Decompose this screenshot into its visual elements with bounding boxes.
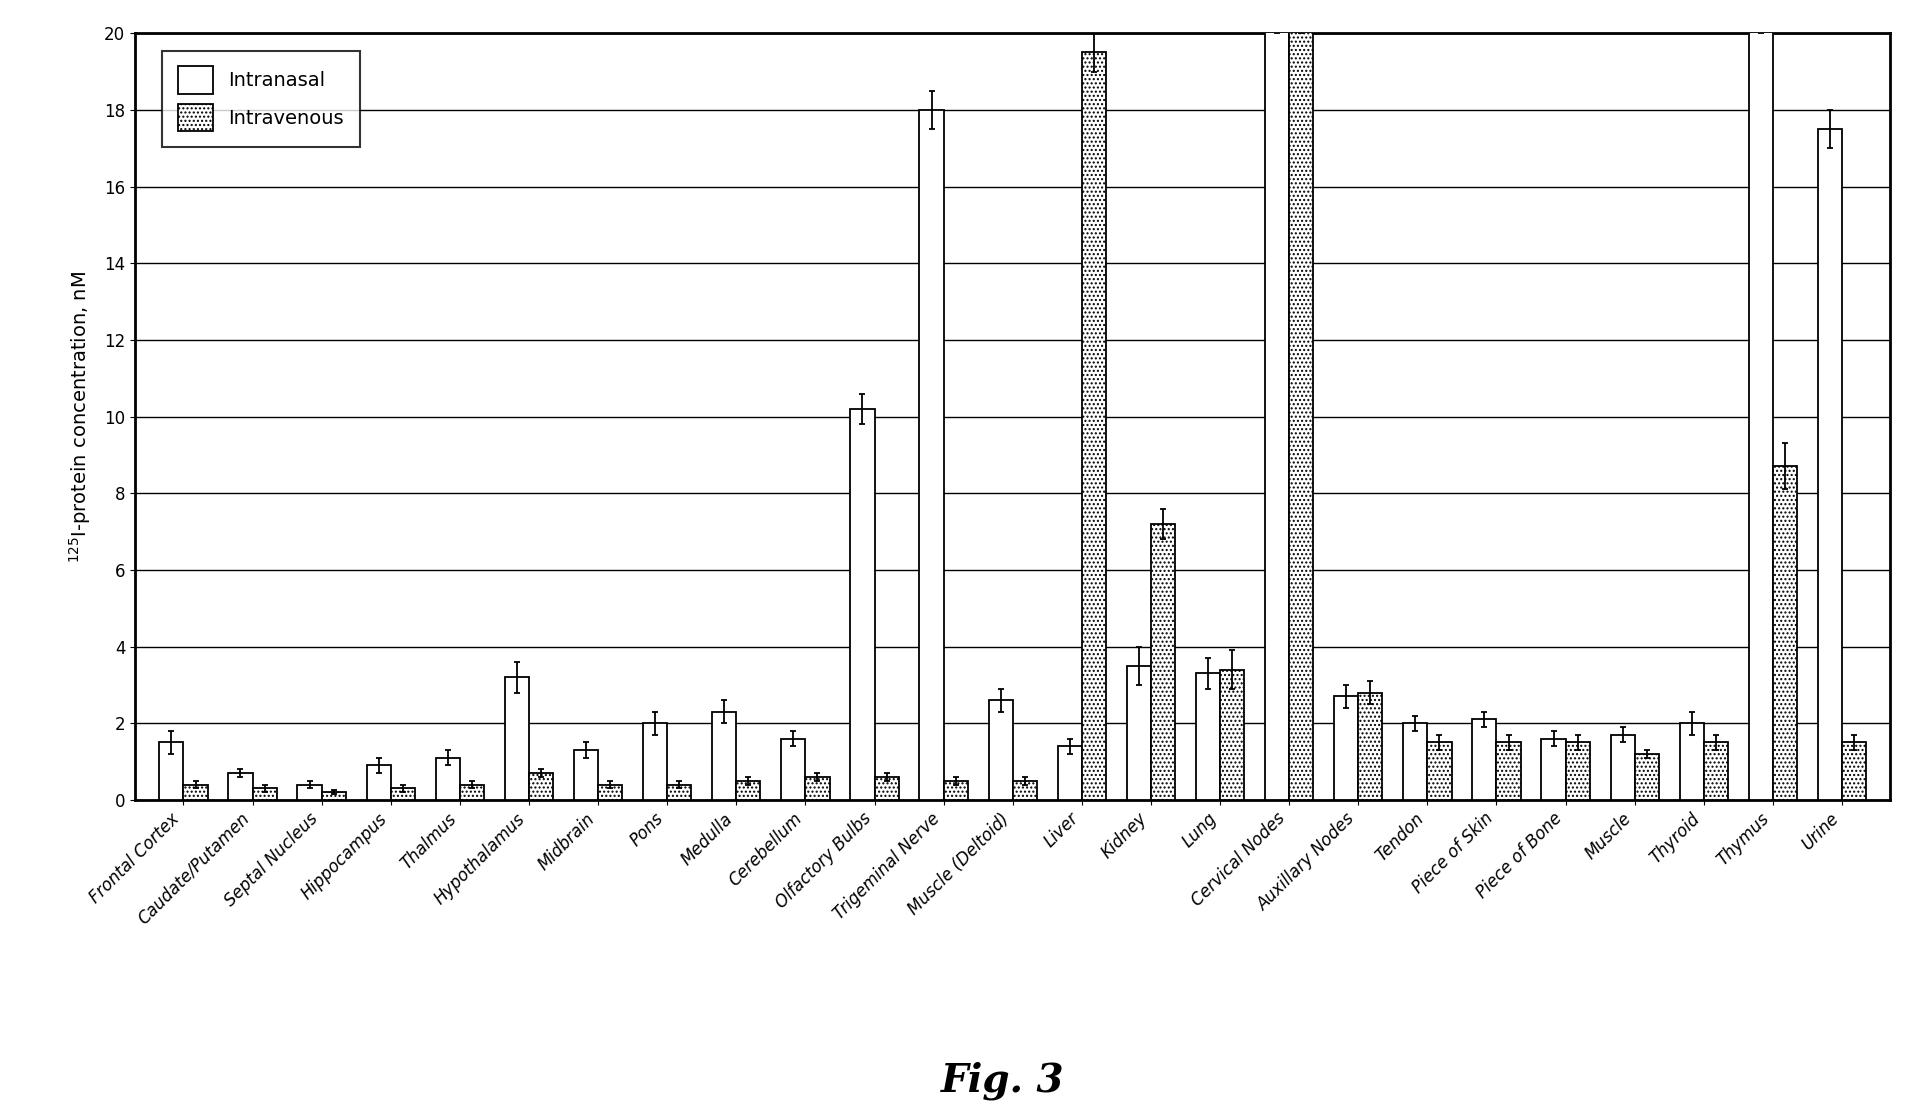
Bar bbox=[874, 777, 899, 800]
Bar bbox=[1817, 129, 1842, 800]
Bar bbox=[1219, 670, 1244, 800]
Bar bbox=[1082, 52, 1105, 800]
Bar bbox=[1427, 742, 1451, 800]
Bar bbox=[1566, 742, 1589, 800]
Bar bbox=[1750, 14, 1773, 800]
Bar bbox=[1152, 524, 1175, 800]
Bar bbox=[1289, 14, 1314, 800]
Bar bbox=[1842, 742, 1865, 800]
Bar bbox=[392, 789, 415, 800]
Bar bbox=[667, 784, 691, 800]
Bar bbox=[228, 773, 253, 800]
Bar bbox=[988, 700, 1013, 800]
Bar bbox=[642, 723, 667, 800]
Bar bbox=[1265, 14, 1289, 800]
Bar bbox=[1680, 723, 1703, 800]
Bar bbox=[712, 712, 737, 800]
Bar bbox=[1541, 739, 1566, 800]
Bar bbox=[529, 773, 554, 800]
Bar bbox=[1472, 720, 1497, 800]
Bar bbox=[575, 750, 598, 800]
Bar bbox=[851, 409, 874, 800]
Bar bbox=[1611, 734, 1634, 800]
Bar bbox=[1057, 747, 1082, 800]
Legend: Intranasal, Intravenous: Intranasal, Intravenous bbox=[162, 51, 359, 147]
Bar bbox=[1497, 742, 1520, 800]
Bar bbox=[505, 678, 529, 800]
Bar bbox=[1358, 692, 1383, 800]
Bar bbox=[806, 777, 829, 800]
Bar bbox=[1402, 723, 1427, 800]
Bar bbox=[183, 784, 208, 800]
Bar bbox=[459, 784, 484, 800]
Bar bbox=[1196, 673, 1219, 800]
Bar bbox=[781, 739, 806, 800]
Bar bbox=[737, 781, 760, 800]
Bar bbox=[436, 758, 459, 800]
Bar bbox=[297, 784, 322, 800]
Bar bbox=[1013, 781, 1038, 800]
Bar bbox=[920, 110, 943, 800]
Bar bbox=[1127, 665, 1152, 800]
Bar bbox=[160, 742, 183, 800]
Bar bbox=[322, 792, 345, 800]
Bar bbox=[367, 765, 392, 800]
Bar bbox=[1703, 742, 1728, 800]
Bar bbox=[1773, 467, 1798, 800]
Y-axis label: $^{125}$I-protein concentration, nM: $^{125}$I-protein concentration, nM bbox=[68, 270, 93, 563]
Bar bbox=[1335, 697, 1358, 800]
Bar bbox=[1634, 754, 1659, 800]
Bar bbox=[943, 781, 968, 800]
Bar bbox=[598, 784, 623, 800]
Text: Fig. 3: Fig. 3 bbox=[941, 1061, 1065, 1100]
Bar bbox=[253, 789, 276, 800]
